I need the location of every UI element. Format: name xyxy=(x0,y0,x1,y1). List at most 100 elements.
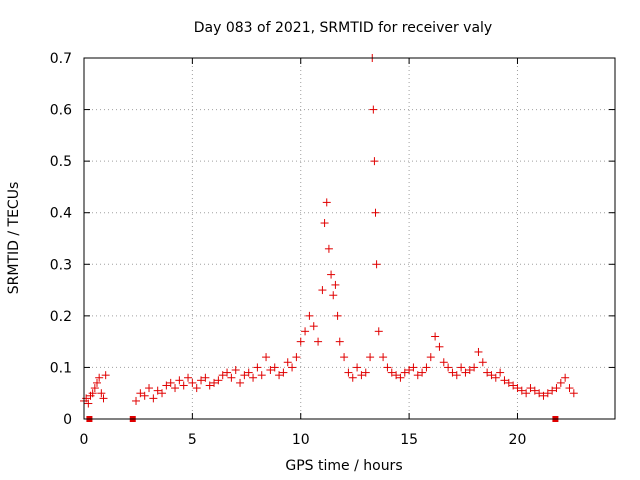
data-point xyxy=(335,337,344,346)
data-point xyxy=(517,386,526,395)
axis-ticks: 0 0.1 0.2 0.3 0.4 0.5 0.6 0.7 0 5 10 15 20 xyxy=(50,51,615,448)
data-point xyxy=(249,373,258,382)
data-point xyxy=(320,219,329,228)
x-tick-label: 20 xyxy=(509,432,527,448)
data-point xyxy=(444,363,453,372)
y-tick-label: 0.1 xyxy=(50,360,72,376)
data-point xyxy=(275,371,284,380)
data-point xyxy=(99,394,108,403)
data-point xyxy=(370,157,379,166)
data-point xyxy=(301,327,310,336)
data-point xyxy=(457,363,466,372)
data-point xyxy=(88,389,97,398)
data-point xyxy=(175,376,184,385)
data-point xyxy=(283,358,292,367)
data-point xyxy=(201,373,210,382)
data-point xyxy=(136,389,145,398)
y-tick-label: 0.7 xyxy=(50,51,72,67)
plot-frame xyxy=(83,57,616,420)
data-point xyxy=(439,358,448,367)
data-point xyxy=(158,389,167,398)
data-point xyxy=(448,368,457,377)
data-point xyxy=(552,384,561,393)
data-point xyxy=(101,371,110,380)
data-point xyxy=(327,270,336,279)
data-point xyxy=(218,371,227,380)
data-point xyxy=(371,208,380,217)
y-axis-title: SRMTID / TECUs xyxy=(6,182,22,295)
data-point xyxy=(145,384,154,393)
data-point xyxy=(257,371,266,380)
data-point xyxy=(197,376,206,385)
data-point xyxy=(132,396,141,405)
data-point xyxy=(240,371,249,380)
data-point xyxy=(474,347,483,356)
data-point xyxy=(262,353,271,362)
grid-lines xyxy=(84,58,615,419)
data-point xyxy=(465,366,474,375)
data-point xyxy=(348,373,357,382)
data-point xyxy=(509,381,518,390)
data-point xyxy=(179,381,188,390)
data-point xyxy=(184,373,193,382)
data-point xyxy=(526,384,535,393)
data-point xyxy=(227,373,236,382)
data-point xyxy=(483,368,492,377)
data-point xyxy=(214,376,223,385)
data-point xyxy=(171,384,180,393)
data-point xyxy=(561,373,570,382)
data-point xyxy=(270,363,279,372)
data-point xyxy=(84,399,93,408)
data-point xyxy=(470,363,479,372)
data-point xyxy=(97,389,106,398)
data-point xyxy=(314,337,323,346)
data-point xyxy=(543,389,552,398)
data-point xyxy=(188,378,197,387)
data-point xyxy=(253,363,262,372)
data-point xyxy=(149,394,158,403)
data-point xyxy=(95,373,104,382)
data-point xyxy=(569,389,578,398)
y-tick-label: 0.4 xyxy=(50,206,72,222)
data-point xyxy=(405,366,414,375)
data-point xyxy=(431,332,440,341)
data-point xyxy=(166,378,175,387)
data-point xyxy=(535,389,544,398)
data-point xyxy=(392,371,401,380)
data-point xyxy=(556,378,565,387)
chart-title: Day 083 of 2021, SRMTID for receiver val… xyxy=(194,20,492,36)
data-point xyxy=(244,368,253,377)
x-tick-label: 0 xyxy=(80,432,89,448)
data-point xyxy=(93,378,102,387)
data-point xyxy=(496,368,505,377)
data-point xyxy=(383,363,392,372)
x-tick-label: 10 xyxy=(292,432,310,448)
data-point xyxy=(487,371,496,380)
data-point xyxy=(210,378,219,387)
data-point xyxy=(292,353,301,362)
x-tick-label: 5 xyxy=(188,432,197,448)
x-tick-label: 15 xyxy=(400,432,418,448)
data-point xyxy=(374,327,383,336)
y-tick-label: 0.5 xyxy=(50,154,72,170)
data-point xyxy=(153,386,162,395)
y-tick-label: 0.2 xyxy=(50,309,72,325)
data-point xyxy=(418,368,427,377)
data-point xyxy=(379,353,388,362)
data-point xyxy=(452,371,461,380)
data-point xyxy=(369,105,378,114)
data-point xyxy=(366,353,375,362)
data-point xyxy=(329,291,338,300)
data-point xyxy=(236,378,245,387)
y-tick-label: 0.3 xyxy=(50,257,72,273)
data-point xyxy=(565,384,574,393)
data-point xyxy=(539,391,548,400)
data-point xyxy=(223,368,232,377)
data-point xyxy=(491,373,500,382)
y-tick-label: 0 xyxy=(63,412,72,428)
data-point xyxy=(372,260,381,269)
data-point xyxy=(500,376,509,385)
data-point xyxy=(400,368,409,377)
data-point xyxy=(324,244,333,253)
